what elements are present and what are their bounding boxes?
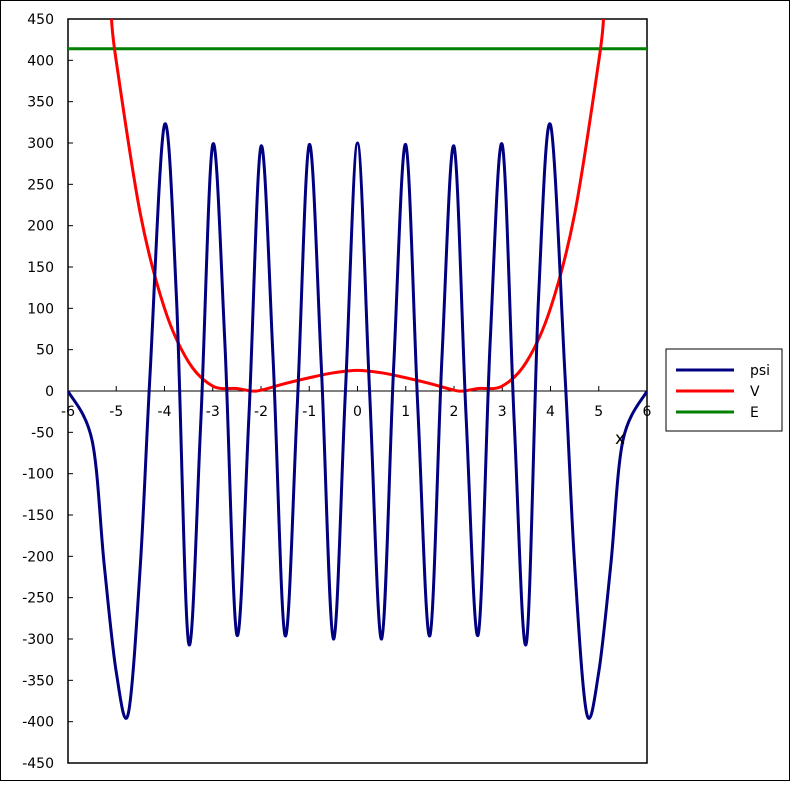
y-tick-label: 300 xyxy=(27,136,54,152)
y-tick-label: 150 xyxy=(27,260,54,276)
x-tick-label: -4 xyxy=(158,404,172,420)
legend-label-e: E xyxy=(750,405,759,421)
legend-label-psi: psi xyxy=(750,363,770,379)
x-tick-label: 3 xyxy=(498,404,507,420)
series-line-psi xyxy=(68,122,647,720)
x-tick-label: 1 xyxy=(401,404,410,420)
series-line-v xyxy=(109,19,606,393)
x-tick-label: -5 xyxy=(109,404,123,420)
y-tick-label: 50 xyxy=(36,343,54,359)
y-tick-label: 0 xyxy=(45,384,54,400)
x-tick-label: 0 xyxy=(353,404,362,420)
y-tick-label: 100 xyxy=(27,301,54,317)
y-tick-label: 350 xyxy=(27,95,54,111)
y-tick-label: -50 xyxy=(31,425,54,441)
y-tick-label: -400 xyxy=(22,715,54,731)
x-tick-label: -2 xyxy=(254,404,268,420)
y-tick-label: -200 xyxy=(22,549,54,565)
y-tick-label: 400 xyxy=(27,53,54,69)
y-tick-label: -150 xyxy=(22,508,54,524)
y-tick-label: -450 xyxy=(22,756,54,772)
y-tick-label: -350 xyxy=(22,673,54,689)
y-tick-label: 450 xyxy=(27,12,54,28)
x-tick-label: 2 xyxy=(450,404,459,420)
y-tick-label: 200 xyxy=(27,219,54,235)
x-tick-label: 5 xyxy=(594,404,603,420)
x-tick-label: -1 xyxy=(302,404,316,420)
x-tick-label: 4 xyxy=(546,404,555,420)
y-tick-label: -250 xyxy=(22,591,54,607)
legend: psi VE xyxy=(665,348,783,432)
legend-label-v: V xyxy=(750,384,760,400)
x-tick-label: -6 xyxy=(61,404,75,420)
y-tick-label: 250 xyxy=(27,177,54,193)
y-tick-label: -100 xyxy=(22,467,54,483)
x-tick-label: 6 xyxy=(643,404,652,420)
x-tick-label: -3 xyxy=(206,404,220,420)
x-axis-label: x xyxy=(615,429,625,449)
y-tick-label: -300 xyxy=(22,632,54,648)
